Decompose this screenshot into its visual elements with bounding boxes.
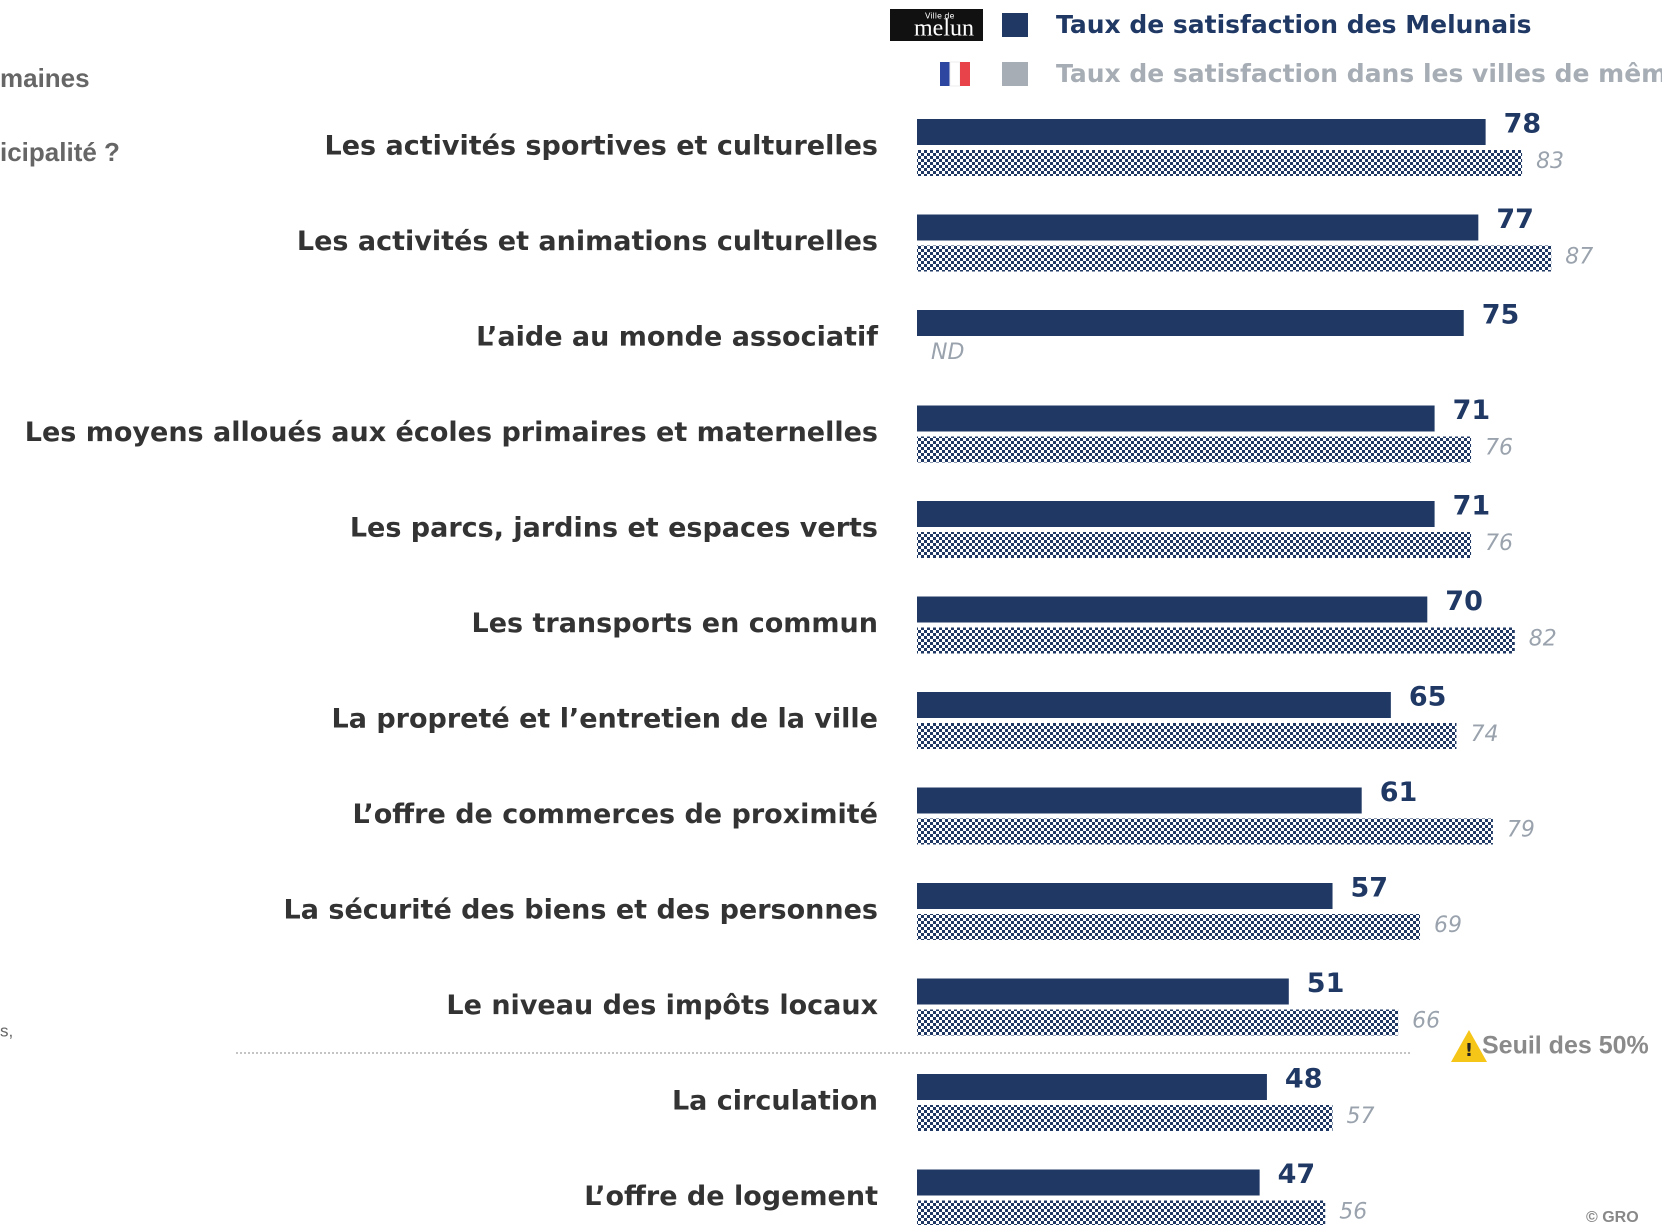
value-label: 69: [1434, 913, 1462, 938]
value-label: 48: [1285, 1064, 1323, 1095]
bar: [917, 437, 1471, 463]
cropped-text: maines: [0, 63, 90, 93]
bar: [917, 883, 1333, 909]
category-label: La circulation: [672, 1086, 878, 1117]
cropped-text: icipalité ?: [0, 137, 120, 167]
category-label: Les moyens alloués aux écoles primaires …: [25, 417, 878, 448]
category-label: L’aide au monde associatif: [476, 322, 878, 353]
category-label: Les activités sportives et culturelles: [325, 131, 878, 162]
value-label: 70: [1445, 586, 1483, 617]
value-label: ND: [931, 340, 964, 365]
value-label: 65: [1409, 682, 1447, 713]
bar: [917, 979, 1289, 1005]
value-label: 57: [1351, 873, 1389, 904]
bar: [917, 501, 1435, 527]
value-label: 57: [1347, 1104, 1375, 1129]
value-label: 61: [1380, 777, 1418, 808]
bar: [917, 692, 1391, 718]
category-label: L’offre de logement: [584, 1181, 878, 1212]
bar: [917, 246, 1551, 272]
category-label: L’offre de commerces de proximité: [353, 799, 879, 830]
category-label: Le niveau des impôts locaux: [446, 990, 878, 1021]
value-label: 82: [1529, 627, 1557, 652]
value-label: 71: [1453, 491, 1491, 522]
value-label: 79: [1507, 818, 1535, 843]
bar: [917, 150, 1522, 176]
value-label: 83: [1536, 149, 1564, 174]
category-label: Les activités et animations culturelles: [297, 226, 878, 257]
bar: [917, 1010, 1398, 1036]
value-label: 56: [1339, 1200, 1367, 1225]
flag: [950, 62, 960, 86]
value-label: 78: [1504, 109, 1542, 140]
legend-label: Taux de satisfaction dans les villes de …: [1056, 59, 1662, 88]
value-label: 51: [1307, 968, 1345, 999]
value-label: 47: [1278, 1159, 1316, 1190]
value-label: 76: [1485, 531, 1513, 556]
cropped-text: s,: [0, 1021, 13, 1040]
category-label: La propreté et l’entretien de la ville: [332, 704, 878, 735]
bar: [917, 1074, 1267, 1100]
bar: [917, 119, 1486, 145]
value-label: 71: [1453, 395, 1491, 426]
category-label: Les transports en commun: [472, 608, 879, 639]
legend-label: Taux de satisfaction des Melunais: [1056, 10, 1532, 39]
category-label: Les parcs, jardins et espaces verts: [350, 513, 878, 544]
flag: [940, 62, 950, 86]
bar: [917, 1201, 1325, 1225]
value-label: 77: [1496, 204, 1534, 235]
value-label: 74: [1470, 722, 1498, 747]
value-label: 66: [1412, 1009, 1440, 1034]
bar: [917, 406, 1435, 432]
logo-text: melun: [914, 16, 974, 42]
bar: [917, 215, 1478, 241]
bar: [917, 628, 1515, 654]
warning-icon: !: [1465, 1040, 1473, 1061]
value-label: 87: [1565, 245, 1593, 270]
legend-swatch: [1002, 13, 1028, 37]
threshold-label: Seuil des 50%: [1482, 1032, 1649, 1060]
bar: [917, 723, 1456, 749]
bar: [917, 310, 1464, 336]
bar: [917, 819, 1493, 845]
value-label: 76: [1485, 436, 1513, 461]
bar: [917, 532, 1471, 558]
bar: [917, 597, 1427, 623]
cropped-text: © GRO: [1586, 1209, 1639, 1225]
bar: [917, 1170, 1260, 1196]
category-label: La sécurité des biens et des personnes: [284, 895, 878, 926]
flag: [960, 62, 970, 86]
chart: maines icipalité ? s, © GRO Ville de mel…: [0, 0, 1662, 1225]
bar: [917, 1105, 1333, 1131]
bar: [917, 914, 1420, 940]
bar: [917, 788, 1362, 814]
value-label: 75: [1482, 300, 1520, 331]
legend-swatch: [1002, 62, 1028, 86]
